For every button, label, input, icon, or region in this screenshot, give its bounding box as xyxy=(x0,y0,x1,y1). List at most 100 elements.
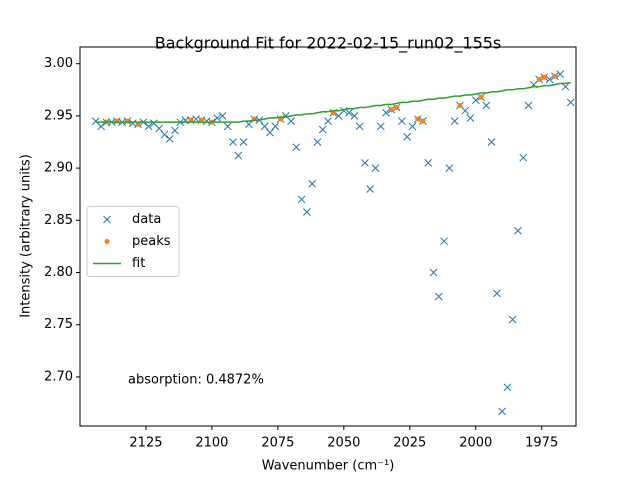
y-tick-label: 3.00 xyxy=(44,56,73,71)
data-point xyxy=(297,195,306,204)
marker-stroke xyxy=(266,128,274,137)
data-point xyxy=(487,138,496,146)
data-point xyxy=(403,132,412,141)
marker-stroke xyxy=(508,315,517,324)
data-point xyxy=(271,122,280,131)
marker-stroke xyxy=(482,101,491,110)
peak-point xyxy=(457,102,463,108)
data-point xyxy=(324,117,332,125)
data-point xyxy=(376,122,385,131)
data-point xyxy=(165,135,174,143)
data-point xyxy=(318,125,327,134)
data-point xyxy=(355,122,364,131)
data-point xyxy=(503,383,512,392)
marker-stroke xyxy=(403,132,412,141)
data-point xyxy=(160,130,169,139)
data-point xyxy=(303,208,311,216)
marker-stroke xyxy=(171,126,179,135)
data-point xyxy=(440,237,448,246)
marker-stroke xyxy=(160,130,169,139)
marker-stroke xyxy=(398,117,406,125)
peak-point xyxy=(188,117,194,123)
x-tick-label: 2050 xyxy=(327,436,360,451)
marker-stroke xyxy=(260,122,269,131)
data-point xyxy=(213,114,222,122)
data-point xyxy=(361,159,369,167)
marker-stroke xyxy=(303,208,311,216)
marker-stroke xyxy=(297,195,306,204)
marker-stroke xyxy=(234,151,243,160)
data-point xyxy=(461,106,470,115)
marker-stroke xyxy=(318,125,327,134)
marker-stroke xyxy=(440,237,448,246)
plot-frame xyxy=(79,46,577,427)
data-point xyxy=(371,164,380,172)
marker-stroke xyxy=(91,117,100,125)
data-point xyxy=(498,407,506,416)
data-point xyxy=(339,106,348,115)
marker-stroke xyxy=(313,138,322,146)
data-point xyxy=(223,122,232,131)
data-point xyxy=(260,122,269,131)
y-tick-label: 2.85 xyxy=(44,213,73,228)
marker-stroke xyxy=(361,159,369,167)
data-point xyxy=(556,70,565,78)
y-tick-label: 2.75 xyxy=(44,317,73,332)
data-point xyxy=(239,138,248,146)
y-tick-label: 2.95 xyxy=(44,108,73,123)
marker-stroke xyxy=(492,289,501,298)
data-point xyxy=(466,114,475,122)
data-point xyxy=(382,108,390,117)
x-axis-label: Wavenumber (cm⁻¹) xyxy=(262,459,395,474)
marker-stroke xyxy=(345,108,353,117)
data-point xyxy=(545,75,554,84)
marker-stroke xyxy=(165,135,174,143)
legend-label: data xyxy=(132,212,161,227)
legend-marker xyxy=(104,239,110,244)
marker-stroke xyxy=(350,112,359,120)
peak-point xyxy=(541,74,547,80)
marker-stroke xyxy=(292,143,301,152)
legend-label: peaks xyxy=(132,234,171,249)
marker-stroke xyxy=(155,124,164,133)
data-point xyxy=(492,289,501,298)
peak-point xyxy=(536,76,542,82)
marker-stroke xyxy=(424,159,433,167)
marker-stroke xyxy=(97,122,105,131)
chart-title: Background Fit for 2022-02-15_run02_155s xyxy=(155,34,502,54)
data-point xyxy=(561,82,570,91)
data-point xyxy=(524,101,533,110)
peak-point xyxy=(135,121,141,127)
data-point xyxy=(408,122,417,131)
x-tick-label: 2125 xyxy=(129,436,162,451)
data-point xyxy=(345,108,353,117)
y-axis-label: Intensity (arbitrary units) xyxy=(19,154,34,318)
data-point xyxy=(97,122,105,131)
marker-stroke xyxy=(308,179,317,188)
marker-stroke xyxy=(408,122,417,131)
peak-point xyxy=(388,107,394,113)
marker-stroke xyxy=(466,114,475,122)
data-point xyxy=(171,126,179,135)
marker-stroke xyxy=(524,101,533,110)
marker-stroke xyxy=(450,117,459,125)
data-point xyxy=(445,164,454,172)
peak-point xyxy=(415,116,421,122)
data-point xyxy=(313,138,322,146)
marker-stroke xyxy=(218,112,227,120)
data-point xyxy=(519,153,528,162)
data-point xyxy=(508,315,517,324)
data-point xyxy=(292,143,301,152)
marker-stroke xyxy=(514,226,522,235)
data-point xyxy=(229,138,237,146)
marker-stroke xyxy=(144,122,153,131)
data-point xyxy=(566,98,575,107)
marker-stroke xyxy=(556,70,565,78)
marker-stroke xyxy=(287,117,295,125)
legend-box xyxy=(86,206,180,277)
legend-marker xyxy=(103,215,111,224)
x-tick-label: 2000 xyxy=(459,436,492,451)
marker-stroke xyxy=(239,138,248,146)
data-point xyxy=(287,117,295,125)
